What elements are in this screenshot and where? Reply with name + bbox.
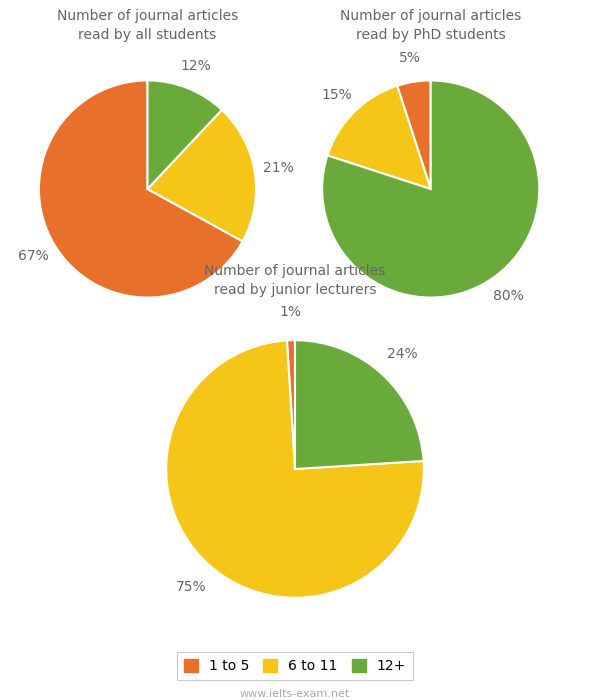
Text: 21%: 21%: [263, 161, 294, 175]
Text: 67%: 67%: [18, 249, 49, 263]
Text: 75%: 75%: [176, 580, 206, 594]
Text: 12%: 12%: [181, 59, 212, 73]
Wedge shape: [322, 80, 539, 298]
Title: Number of journal articles
read by PhD students: Number of journal articles read by PhD s…: [340, 9, 522, 43]
Text: 80%: 80%: [493, 289, 524, 303]
Wedge shape: [148, 80, 222, 189]
Title: Number of journal articles
read by all students: Number of journal articles read by all s…: [57, 9, 238, 43]
Title: Number of journal articles
read by junior lecturers: Number of journal articles read by junio…: [204, 264, 386, 297]
Text: 15%: 15%: [322, 88, 352, 102]
Text: 24%: 24%: [387, 347, 418, 361]
Wedge shape: [295, 340, 424, 469]
Text: 5%: 5%: [399, 51, 421, 65]
Wedge shape: [148, 110, 256, 242]
Wedge shape: [39, 80, 242, 298]
Wedge shape: [287, 340, 295, 469]
Text: 1%: 1%: [279, 305, 301, 319]
Wedge shape: [397, 80, 431, 189]
Wedge shape: [327, 86, 431, 189]
Text: www.ielts-exam.net: www.ielts-exam.net: [240, 689, 350, 699]
Legend: 1 to 5, 6 to 11, 12+: 1 to 5, 6 to 11, 12+: [177, 652, 413, 680]
Wedge shape: [166, 340, 424, 598]
